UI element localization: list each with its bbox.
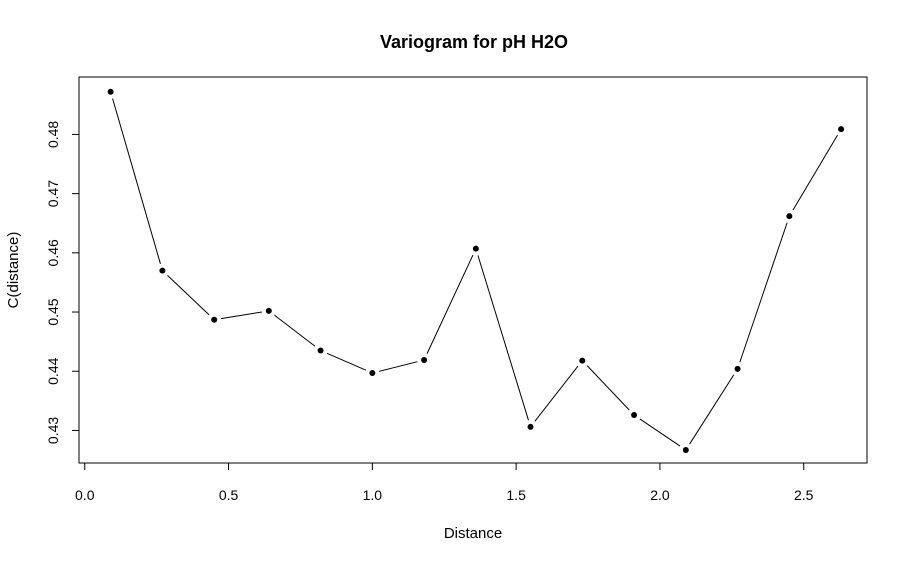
data-point (107, 88, 114, 95)
series-segment (792, 134, 838, 211)
series-segment (689, 374, 735, 445)
data-point (159, 267, 166, 274)
data-point (211, 316, 218, 323)
y-tick-label: 0.44 (45, 357, 61, 384)
x-tick-label: 2.5 (794, 487, 814, 503)
x-axis: 0.0 0.5 1.0 1.5 2.0 2.5 (75, 462, 814, 503)
series-segment (426, 254, 474, 354)
series-segment (639, 418, 681, 447)
series-segment (534, 365, 579, 422)
series-segment (274, 314, 316, 347)
data-point (369, 370, 376, 377)
series-segment (477, 255, 529, 421)
series-segment (220, 311, 262, 320)
series-segment (739, 222, 788, 363)
x-tick-label: 1.0 (363, 487, 383, 503)
y-tick-label: 0.45 (45, 298, 61, 325)
series-segment (326, 352, 367, 371)
series-segment (167, 275, 210, 316)
y-axis-label: C(distance) (5, 232, 22, 309)
x-tick-label: 0.5 (219, 487, 239, 503)
series-segment (379, 361, 418, 372)
data-point (631, 412, 638, 419)
series-layer (107, 88, 845, 453)
data-point (682, 446, 689, 453)
series-segment (112, 98, 161, 265)
x-tick-label: 1.5 (506, 487, 526, 503)
data-point (786, 213, 793, 220)
data-point (734, 365, 741, 372)
data-point (527, 423, 534, 430)
x-axis-label: Distance (444, 525, 502, 542)
y-tick-label: 0.47 (45, 180, 61, 207)
y-tick-label: 0.46 (45, 239, 61, 266)
data-point (579, 357, 586, 364)
data-point (472, 245, 479, 252)
chart-title: Variogram for pH H2O (380, 32, 568, 52)
y-tick-label: 0.43 (45, 417, 61, 444)
y-tick-label: 0.48 (45, 121, 61, 148)
x-tick-label: 2.0 (650, 487, 670, 503)
y-axis: 0.43 0.44 0.45 0.46 0.47 0.48 (45, 121, 80, 444)
series-segment (586, 365, 630, 411)
data-point (421, 356, 428, 363)
plot-frame (78, 76, 868, 464)
data-point (317, 347, 324, 354)
data-point (265, 307, 272, 314)
x-tick-label: 0.0 (75, 487, 95, 503)
data-point (838, 126, 845, 133)
